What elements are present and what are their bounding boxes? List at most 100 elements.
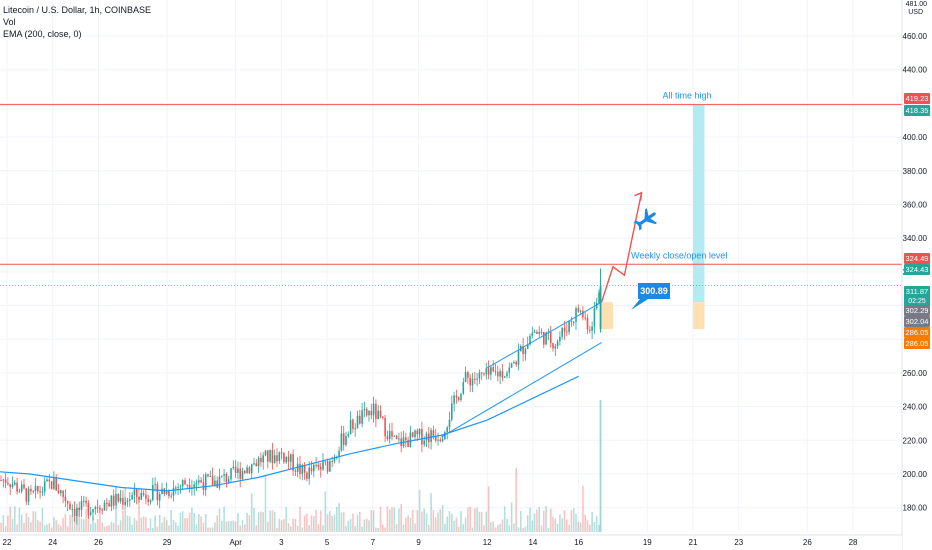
volume-bar	[278, 518, 281, 532]
candle-body	[27, 488, 30, 502]
ath-label: All time high	[662, 91, 711, 101]
volume-bar	[439, 509, 442, 532]
candle-body	[437, 439, 439, 441]
candle-body	[577, 308, 580, 312]
candle-body	[430, 430, 432, 443]
time-axis-label: 16	[574, 538, 583, 547]
volume-bar	[69, 514, 71, 532]
time-axis-label: 12	[483, 538, 492, 547]
volume-bar	[27, 517, 30, 532]
volume-bar	[492, 521, 494, 532]
candle-body	[508, 367, 511, 373]
candle-body	[361, 410, 363, 424]
time-axis-label: 19	[643, 538, 652, 547]
candle-body	[299, 463, 301, 475]
volume-bar	[83, 519, 85, 532]
candle-body	[446, 427, 448, 433]
volume-bar	[126, 515, 129, 532]
candle-body	[476, 378, 478, 380]
candle-body	[0, 480, 2, 482]
candle-body	[110, 495, 113, 507]
candle-body	[451, 403, 453, 420]
volume-bar	[48, 522, 51, 532]
candle-body	[285, 456, 287, 463]
volume-bar	[60, 525, 62, 532]
candle-body	[94, 507, 97, 510]
candle-body	[69, 503, 71, 510]
volume-bar	[290, 526, 292, 532]
candle-body	[425, 433, 428, 441]
volume-bar	[368, 520, 370, 532]
volume-bar	[377, 527, 379, 532]
price-badge-label: 419.23	[906, 94, 929, 103]
time-axis-label: 9	[416, 538, 421, 547]
airplane-shape	[633, 208, 658, 231]
candle-body	[287, 456, 290, 462]
candle-body	[57, 490, 60, 494]
volume-bar	[490, 522, 492, 532]
candle-body	[290, 454, 292, 462]
candle-body	[467, 372, 469, 378]
candle-body	[255, 463, 258, 467]
candle-body	[441, 438, 444, 442]
candle-body	[370, 411, 373, 416]
candle-body	[16, 482, 18, 492]
volume-bar	[595, 515, 598, 532]
volume-bar	[503, 506, 506, 532]
candle-body	[598, 292, 600, 303]
volume-bar	[536, 509, 538, 532]
candle-body	[142, 492, 145, 495]
volume-bar	[168, 525, 170, 532]
candle-body	[99, 507, 101, 510]
price-badge-label: 286.05	[906, 328, 929, 337]
volume-bar	[506, 518, 508, 532]
candle-body	[145, 494, 147, 499]
volume-bar	[370, 509, 373, 532]
legend-ema[interactable]: EMA (200, close, 0)	[3, 29, 82, 39]
time-axis-label: 26	[94, 538, 103, 547]
volume-bar	[338, 502, 340, 532]
volume-bar	[405, 517, 407, 532]
candle-body	[147, 498, 149, 503]
projection-arrow	[600, 192, 643, 303]
candle-body	[195, 482, 198, 485]
volume-bar	[179, 512, 182, 532]
candle-body	[322, 461, 324, 470]
legend-symbol[interactable]: Litecoin / U.S. Dollar, 1h, COINBASE	[3, 5, 152, 15]
candle-body	[216, 480, 218, 488]
candle-body	[529, 335, 531, 345]
candle-body	[326, 461, 329, 472]
volume-bar	[561, 518, 563, 532]
candle-body	[253, 463, 255, 465]
volume-bar	[317, 524, 320, 532]
volume-bar	[280, 520, 283, 532]
candle-body	[347, 434, 350, 437]
volume-bar	[579, 522, 582, 532]
candle-body	[570, 321, 573, 323]
volume-bar	[181, 511, 184, 532]
candle-body	[499, 371, 501, 377]
volume-bar	[430, 493, 432, 532]
volume-bar	[94, 522, 97, 532]
price-axis-label: 260.00	[903, 369, 928, 378]
volume-bar	[18, 507, 21, 532]
candle-body	[241, 470, 244, 480]
volume-bar	[315, 509, 317, 532]
candle-body	[207, 474, 209, 477]
legend-volume[interactable]: Vol	[3, 17, 16, 27]
candle-body	[363, 409, 366, 411]
candle-body	[356, 415, 359, 429]
candle-body	[411, 432, 414, 438]
volume-bar	[411, 509, 414, 532]
volume-bar	[455, 517, 458, 532]
candle-body	[540, 331, 543, 333]
price-axis-label: 220.00	[903, 436, 928, 445]
volume-bar	[363, 519, 366, 532]
candle-body	[591, 326, 593, 331]
volume-bar	[589, 524, 591, 532]
volume-bar	[112, 522, 115, 532]
volume-bar	[117, 525, 120, 532]
candle-body	[503, 376, 506, 378]
